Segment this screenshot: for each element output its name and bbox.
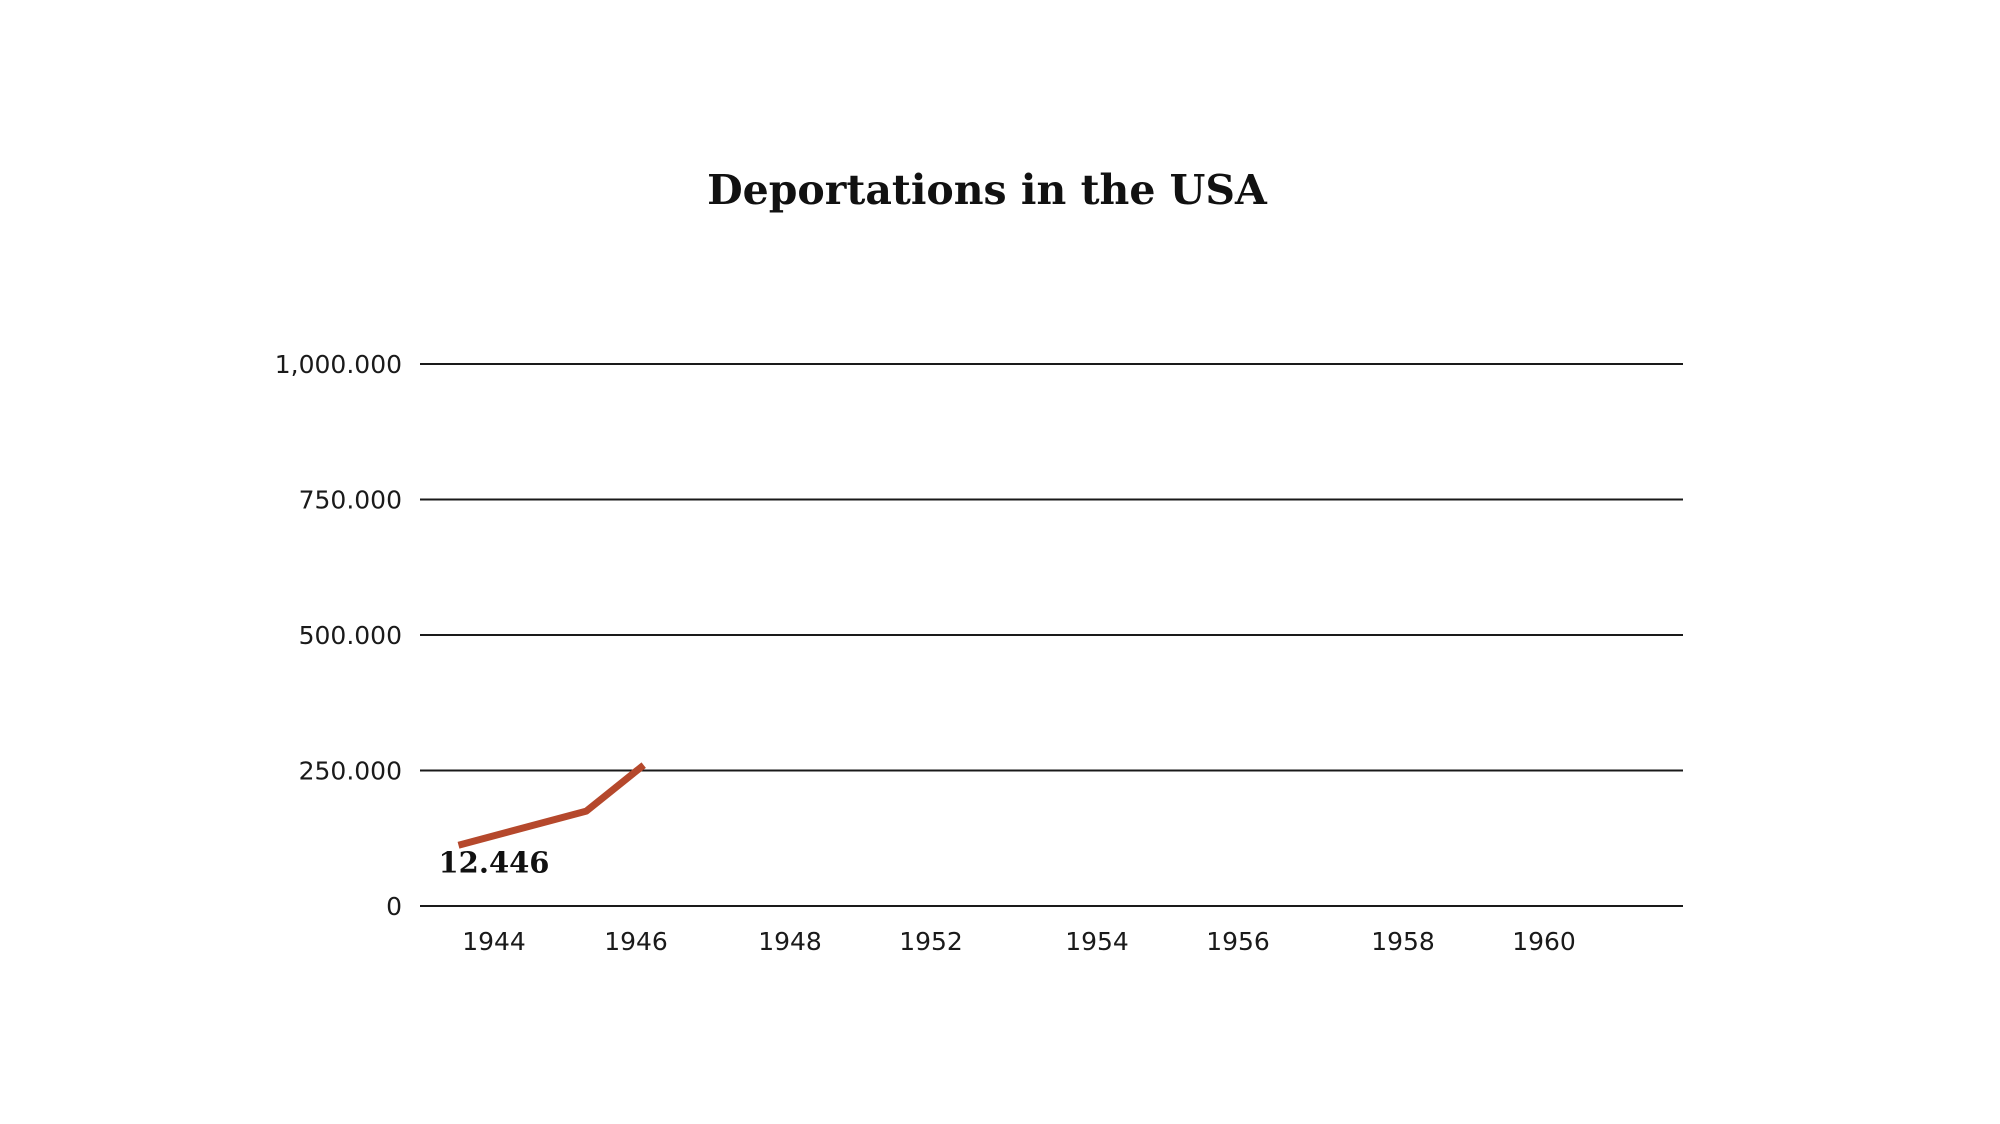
x-tick-label: 1946 [604, 927, 668, 956]
data-label: 12.446 [439, 845, 550, 879]
y-tick-label: 750.000 [299, 486, 402, 515]
y-axis-tick-labels: 0 250.000 500.000 750.000 1,000.000 [275, 350, 402, 921]
x-tick-label: 1958 [1371, 927, 1435, 956]
y-tick-label: 250.000 [299, 757, 402, 786]
x-axis-tick-labels: 1944 1946 1948 1952 1954 1956 1958 1960 [462, 927, 1576, 956]
x-tick-label: 1944 [462, 927, 526, 956]
x-tick-label: 1960 [1512, 927, 1576, 956]
series-lines [457, 762, 646, 849]
data-labels: 12.446 [439, 845, 550, 879]
y-tick-label: 1,000.000 [275, 350, 402, 379]
x-tick-label: 1952 [899, 927, 963, 956]
chart-title: Deportations in the USA [707, 166, 1267, 214]
x-tick-label: 1956 [1206, 927, 1270, 956]
x-tick-label: 1948 [758, 927, 822, 956]
gridlines [420, 363, 1683, 907]
x-tick-label: 1954 [1065, 927, 1129, 956]
y-tick-label: 500.000 [299, 621, 402, 650]
series-line [457, 762, 646, 849]
y-tick-label: 0 [386, 892, 402, 921]
